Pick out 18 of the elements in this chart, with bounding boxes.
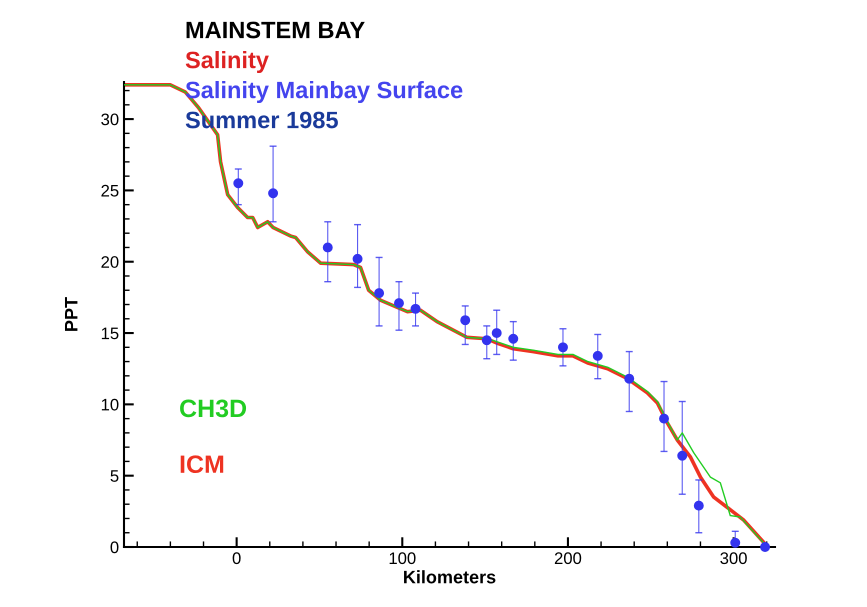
x-tick-label: 0 bbox=[232, 552, 241, 564]
y-tick-label: 5 bbox=[110, 470, 118, 482]
x-tick-label: 200 bbox=[554, 552, 582, 564]
annotation: Salinity Mainbay Surface bbox=[186, 80, 462, 104]
chart-title: MAINSTEM BAY bbox=[186, 22, 365, 38]
x-axis-title: Kilometers bbox=[404, 570, 496, 584]
y-tick-label: 20 bbox=[101, 256, 118, 268]
chart-subtitle: Salinity bbox=[186, 50, 269, 74]
y-tick-label: 10 bbox=[102, 398, 118, 411]
y-tick-label: 15 bbox=[102, 328, 118, 340]
text: CH3D bbox=[180, 400, 246, 418]
y-tick-label: 0 bbox=[110, 541, 118, 554]
y-tick-label: 25 bbox=[101, 184, 118, 197]
y-axis-title: PPT bbox=[64, 297, 78, 331]
x-tick-label: 300 bbox=[720, 552, 747, 564]
text: ICM bbox=[180, 455, 224, 474]
y-tick-label: 30 bbox=[101, 113, 118, 126]
x-tick-label: 100 bbox=[390, 552, 416, 564]
